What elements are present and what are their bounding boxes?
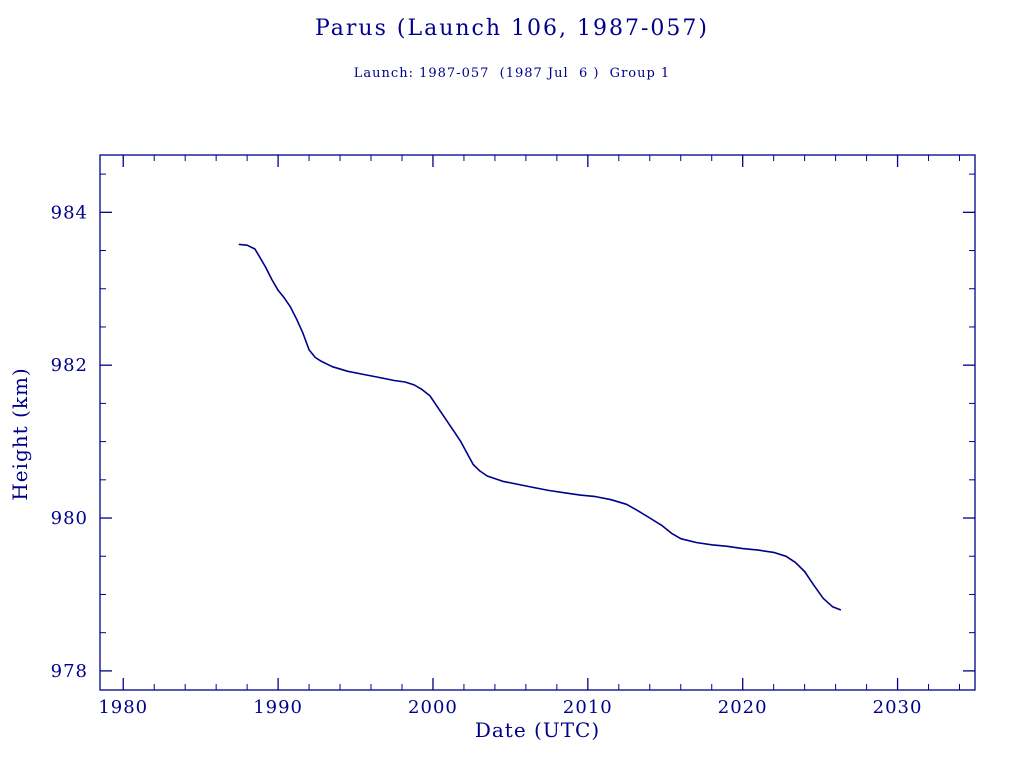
x-axis-label: Date (UTC) <box>474 718 601 742</box>
chart-subtitle: Launch: 1987-057 (1987 Jul 6 ) Group 1 <box>353 66 671 81</box>
chart-title: Parus (Launch 106, 1987-057) <box>314 16 709 41</box>
x-tick-label: 1980 <box>98 697 148 718</box>
x-tick-label: 2000 <box>408 697 458 718</box>
x-tick-label: 1990 <box>253 697 303 718</box>
y-tick-label: 980 <box>51 508 88 529</box>
y-tick-label: 984 <box>51 202 88 223</box>
x-tick-label: 2020 <box>718 697 768 718</box>
x-tick-label: 2030 <box>873 697 923 718</box>
y-tick-label: 978 <box>51 661 88 682</box>
x-tick-label: 2010 <box>563 697 613 718</box>
data-line <box>238 243 842 611</box>
y-tick-label: 982 <box>51 355 88 376</box>
plot-frame <box>99 154 976 691</box>
